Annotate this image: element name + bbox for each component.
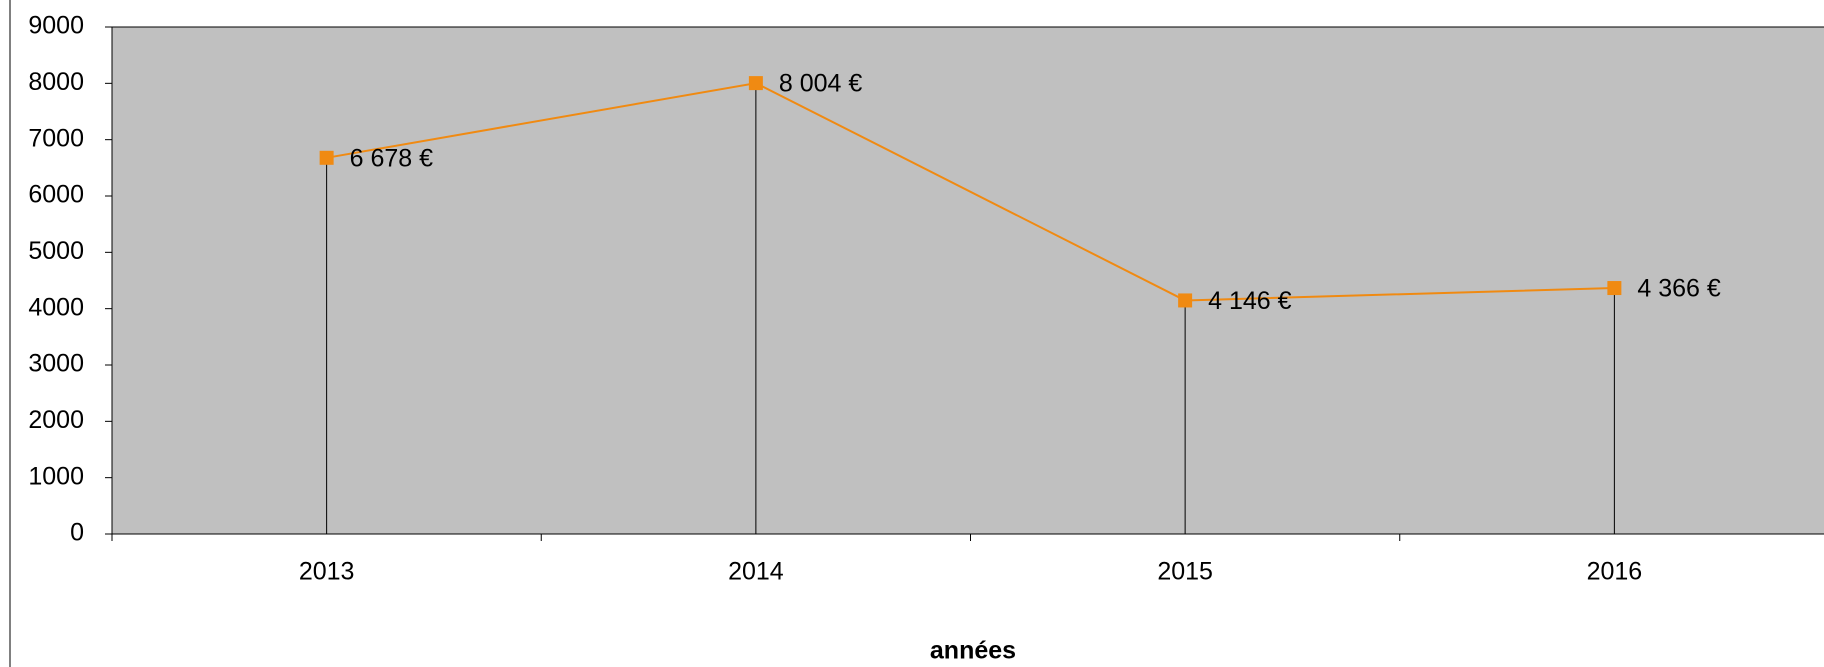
y-tick-label: 4000 — [28, 293, 84, 321]
data-label: 4 366 € — [1637, 275, 1721, 303]
marker — [748, 76, 763, 91]
data-label: 8 004 € — [779, 70, 863, 98]
x-tick-label: 2015 — [1157, 558, 1213, 586]
y-tick-label: 5000 — [28, 237, 84, 265]
y-tick-label: 0 — [70, 519, 84, 547]
x-tick-label: 2013 — [299, 558, 355, 586]
series-line — [326, 82, 1615, 302]
y-tick-label: 6000 — [28, 181, 84, 209]
marker — [1178, 293, 1193, 308]
plot-area — [111, 26, 1824, 535]
data-label: 4 146 € — [1208, 287, 1292, 315]
y-tick-label: 2000 — [28, 406, 84, 434]
y-tick-label: 7000 — [28, 124, 84, 152]
y-tick-label: 3000 — [28, 350, 84, 378]
marker — [319, 150, 334, 165]
y-tick-label: 8000 — [28, 68, 84, 96]
x-tick-label: 2014 — [728, 558, 784, 586]
y-tick-label: 1000 — [28, 462, 84, 490]
data-label: 6 678 € — [350, 144, 434, 172]
marker — [1607, 281, 1622, 296]
x-tick-label: 2016 — [1587, 558, 1643, 586]
x-axis-label: années — [930, 637, 1016, 665]
y-tick-label: 9000 — [28, 12, 84, 40]
